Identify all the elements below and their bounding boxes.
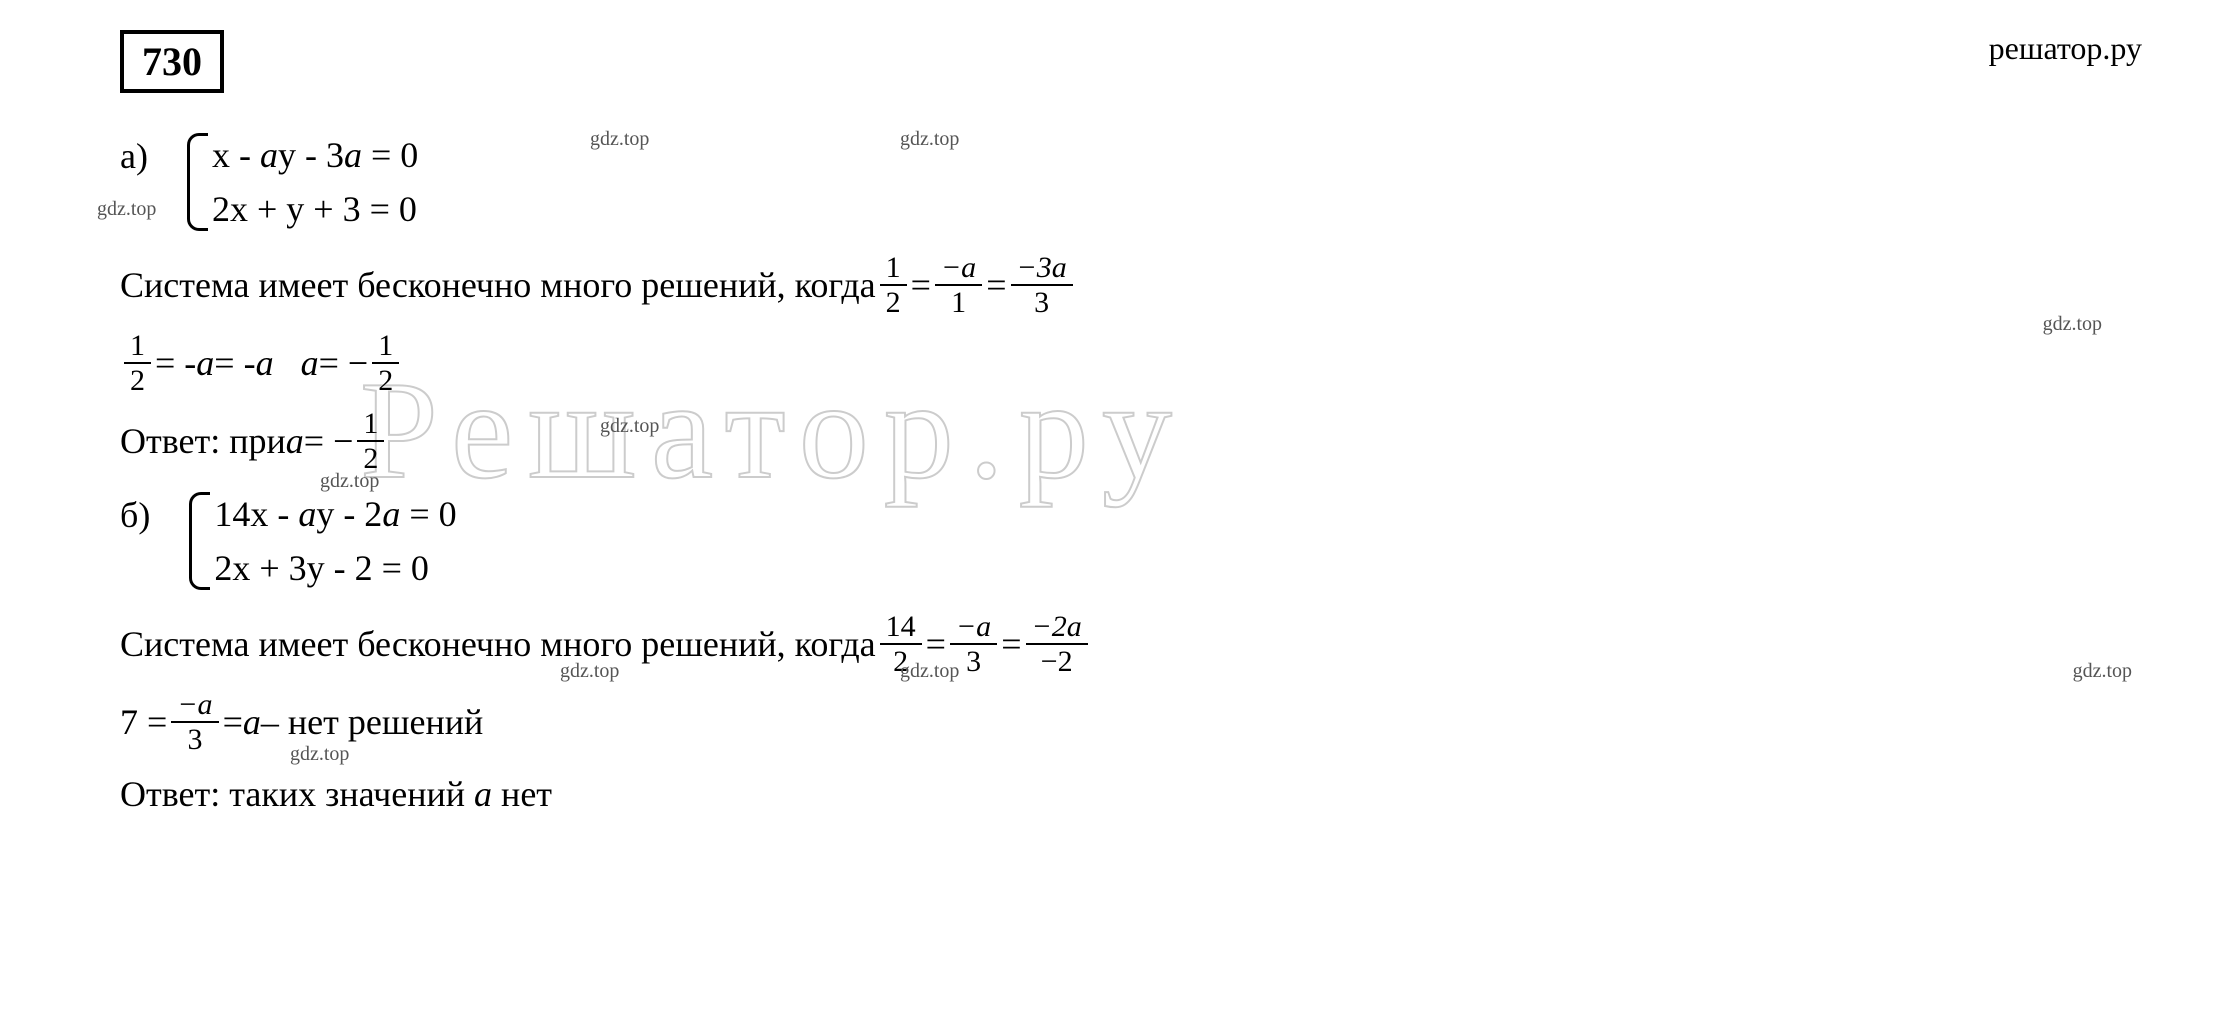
gdz-watermark: gdz.top: [600, 415, 659, 438]
system-b: 14x - ay - 2a = 0 2x + 3y - 2 = 0: [189, 487, 456, 595]
numerator: −2a: [1026, 610, 1088, 645]
answer-text: Ответ: таких значений: [120, 774, 474, 814]
frac: −2a−2: [1026, 610, 1088, 678]
frac: −3a3: [1011, 251, 1073, 319]
numerator: −3a: [1011, 251, 1073, 286]
denominator: 1: [935, 286, 982, 319]
answer-label: Ответ: при: [120, 420, 286, 462]
gdz-watermark: gdz.top: [2073, 660, 2132, 683]
answer-b: Ответ: таких значений a нет: [120, 766, 2102, 824]
eq-var: a: [382, 494, 400, 534]
derivation-a: 12 = -a = -a a = − 12: [120, 329, 2102, 397]
frac: −a1: [935, 251, 982, 319]
eq-var: a: [286, 420, 304, 462]
frac: −a3: [171, 688, 218, 756]
numerator: 1: [124, 329, 151, 364]
numerator: 1: [372, 329, 399, 364]
part-b-label: б): [120, 487, 150, 545]
gdz-watermark: gdz.top: [590, 123, 649, 155]
eq-var: a: [344, 135, 362, 175]
answer-text: нет: [492, 774, 552, 814]
eq-text: y - 3: [278, 135, 344, 175]
eq-text: 14x -: [214, 494, 298, 534]
denominator: 2: [372, 364, 399, 397]
eq-text: y - 2: [316, 494, 382, 534]
equals: =: [911, 264, 931, 306]
system-a: x - ay - 3a = 0 gdz.top 2x + y + 3 = 0: [187, 128, 418, 236]
eq-text: =: [223, 701, 243, 743]
numerator: −a: [171, 688, 218, 723]
spacer: [274, 342, 301, 384]
condition-a: Система имеет бесконечно много решений, …: [120, 251, 2102, 319]
numerator: −a: [950, 610, 997, 645]
eq-b1: 14x - ay - 2a = 0: [214, 487, 456, 541]
answer-a: gdz.top Ответ: при a = − 12: [120, 407, 2102, 475]
eq-text: = 0: [362, 135, 418, 175]
eq-var: a: [298, 494, 316, 534]
eq-text: x -: [212, 135, 260, 175]
eq-var: a: [474, 774, 492, 814]
eq-text: = -: [214, 342, 255, 384]
eq-text: – нет решений: [261, 701, 483, 743]
gdz-watermark: gdz.top: [560, 660, 619, 683]
eq-text: = 0: [400, 494, 456, 534]
numerator: −a: [935, 251, 982, 286]
eq-var: a: [196, 342, 214, 384]
eq-a1: x - ay - 3a = 0: [212, 128, 418, 182]
denominator: 3: [171, 723, 218, 756]
gdz-watermark: gdz.top: [97, 194, 156, 224]
eq-text: = -: [155, 342, 196, 384]
equals: =: [1001, 623, 1021, 665]
part-a-label: а): [120, 128, 148, 186]
frac: 12: [880, 251, 907, 319]
eq-text: = −: [319, 342, 369, 384]
denominator: 2: [880, 286, 907, 319]
part-a-system: gdz.top gdz.top а) x - ay - 3a = 0 gdz.t…: [120, 128, 2102, 236]
condition-text: Система имеет бесконечно много решений, …: [120, 264, 876, 306]
denominator: 3: [1011, 286, 1073, 319]
eq-text: 2x + y + 3 = 0: [212, 189, 417, 229]
problem-content: 730 gdz.top gdz.top а) x - ay - 3a = 0 g…: [120, 30, 2102, 824]
eq-var: a: [256, 342, 274, 384]
problem-number: 730: [120, 30, 224, 93]
denominator: −2: [1026, 645, 1088, 678]
eq-var: a: [243, 701, 261, 743]
gdz-watermark: gdz.top: [900, 660, 959, 683]
numerator: 1: [880, 251, 907, 286]
eq-text: = −: [304, 420, 354, 462]
part-b-system: gdz.top б) 14x - ay - 2a = 0 2x + 3y - 2…: [120, 487, 2102, 595]
eq-text: 7 =: [120, 701, 167, 743]
derivation-b: 7 = −a3 = a – нет решений gdz.top: [120, 688, 2102, 756]
denominator: 2: [124, 364, 151, 397]
frac: 12: [124, 329, 151, 397]
equals: =: [926, 623, 946, 665]
condition-b: Система имеет бесконечно много решений, …: [120, 610, 2102, 678]
gdz-watermark: gdz.top: [290, 743, 349, 766]
equals: =: [986, 264, 1006, 306]
eq-b2: 2x + 3y - 2 = 0: [214, 541, 456, 595]
numerator: 14: [880, 610, 922, 645]
condition-text: Система имеет бесконечно много решений, …: [120, 623, 876, 665]
gdz-watermark: gdz.top: [900, 123, 959, 155]
eq-var: a: [301, 342, 319, 384]
eq-a2: gdz.top 2x + y + 3 = 0: [212, 182, 418, 236]
frac: 12: [372, 329, 399, 397]
eq-var: a: [260, 135, 278, 175]
numerator: 1: [357, 407, 384, 442]
